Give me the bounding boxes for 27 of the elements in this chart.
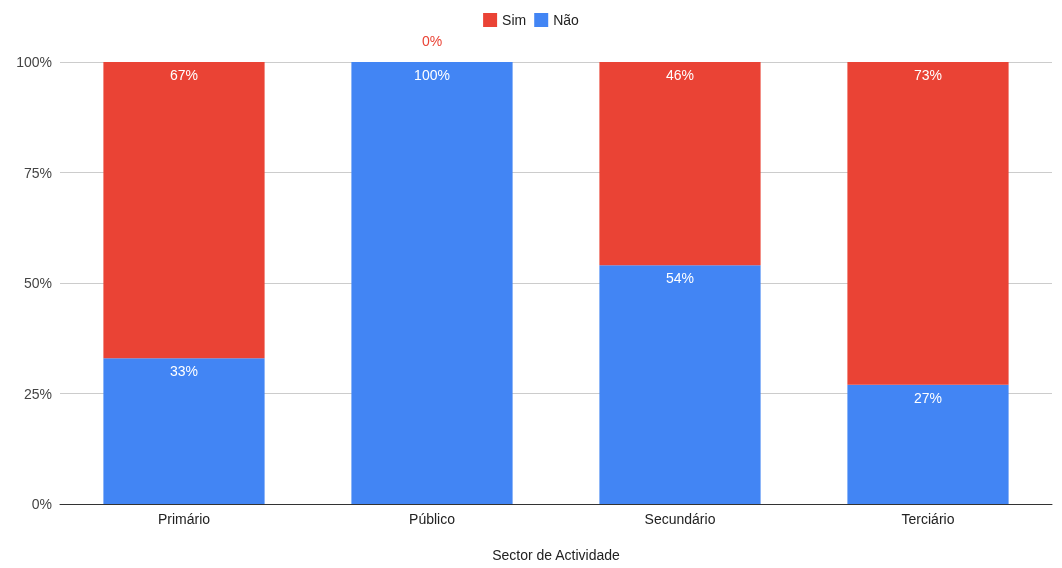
- data-label: 73%: [913, 67, 943, 83]
- data-label: 33%: [169, 363, 199, 380]
- y-tick-label: 75%: [23, 164, 52, 181]
- x-tick-label: Terciário: [901, 511, 955, 527]
- bar: [599, 62, 761, 266]
- x-tick-label: Público: [409, 511, 456, 527]
- bar: [599, 265, 761, 504]
- bar: [847, 384, 1009, 504]
- y-tick-label: 50%: [23, 275, 52, 291]
- y-tick-label: 25%: [23, 385, 52, 402]
- x-axis-title: Sector de Actividade: [492, 547, 621, 563]
- data-label: 54%: [665, 270, 695, 287]
- data-label: 0%: [421, 33, 443, 49]
- data-label: 100%: [414, 67, 450, 83]
- bar: [351, 62, 513, 504]
- x-tick-label: Primário: [157, 511, 211, 527]
- bar: [847, 62, 1009, 385]
- data-label: 46%: [665, 67, 695, 83]
- x-tick-label: Secundário: [644, 511, 716, 527]
- bar: [103, 358, 265, 504]
- data-label: 67%: [169, 67, 199, 83]
- y-tick-label: 0%: [31, 496, 52, 512]
- legend-label: Não: [553, 12, 580, 28]
- bar: [103, 62, 265, 359]
- y-tick-label: 100%: [16, 54, 52, 70]
- legend-label: Sim: [502, 12, 527, 28]
- data-label: 27%: [913, 389, 943, 406]
